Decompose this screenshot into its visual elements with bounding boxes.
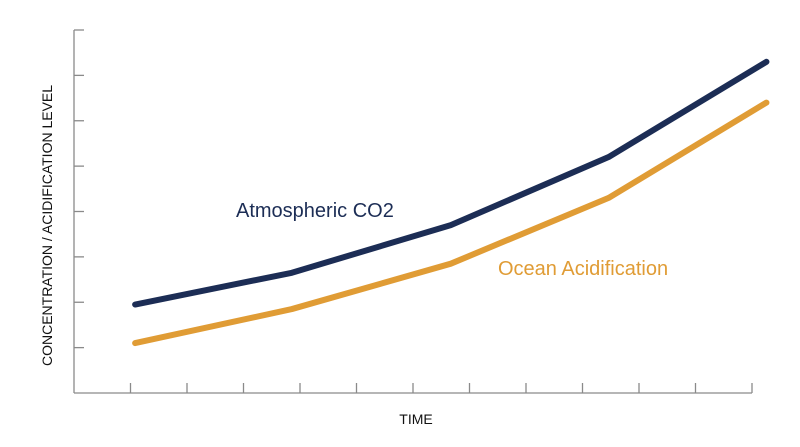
- x-ticks: [129, 383, 753, 393]
- y-axis-title: CONCENTRATION / ACIDIFICATION LEVEL: [39, 85, 55, 366]
- series-label-ocean-acidification: Ocean Acidification: [498, 258, 668, 280]
- axes: [73, 29, 753, 394]
- y-ticks: [74, 29, 84, 349]
- series-layer: [132, 58, 770, 347]
- series-line-ocean-acidification: [132, 99, 770, 347]
- series-label-atmospheric-co2: Atmospheric CO2: [236, 200, 394, 222]
- x-axis-title: TIME: [399, 411, 432, 427]
- series-line-atmospheric-co2: [132, 58, 770, 308]
